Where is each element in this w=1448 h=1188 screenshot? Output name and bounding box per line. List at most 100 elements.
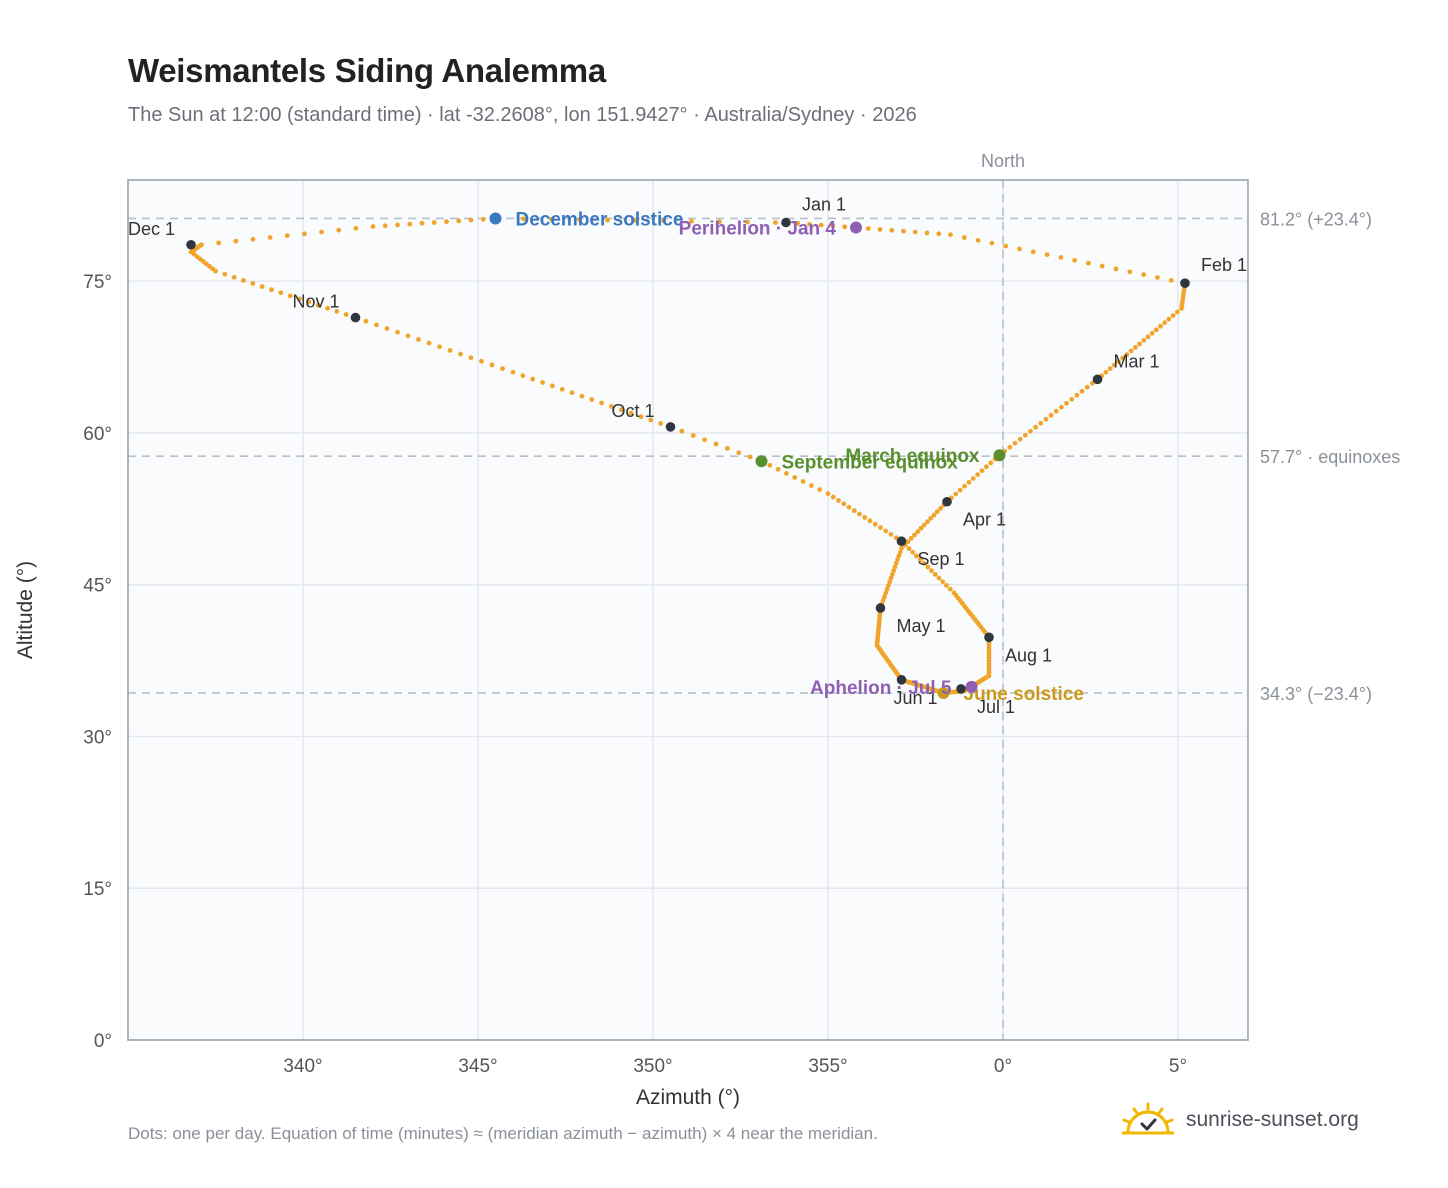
month-label: Feb 1 xyxy=(1201,255,1247,275)
daily-sun-dot xyxy=(407,221,413,227)
daily-sun-dot xyxy=(767,462,773,468)
daily-sun-dot xyxy=(382,223,388,229)
daily-sun-dot xyxy=(928,515,934,521)
daily-sun-dot xyxy=(456,218,462,224)
daily-sun-dot xyxy=(925,564,931,570)
daily-sun-dot xyxy=(549,383,555,389)
daily-sun-dot xyxy=(1107,366,1113,372)
daily-sun-dot xyxy=(921,522,927,528)
event-marker xyxy=(937,686,950,699)
daily-sun-dot xyxy=(1069,396,1075,402)
daily-sun-dot xyxy=(319,229,324,235)
daily-sun-dot xyxy=(896,553,902,559)
y-tick-label: 45° xyxy=(83,576,112,597)
daily-sun-dot xyxy=(599,400,604,406)
daily-sun-dot xyxy=(892,564,898,570)
daily-sun-dot xyxy=(800,479,806,484)
daily-sun-dot xyxy=(983,464,989,470)
daily-sun-dot xyxy=(1168,277,1174,283)
daily-sun-dot xyxy=(784,471,789,476)
daily-sun-dot xyxy=(343,312,349,317)
brand-logo[interactable]: sunrise-sunset.org xyxy=(1120,1102,1359,1138)
daily-sun-dot xyxy=(893,560,899,566)
daily-sun-dot xyxy=(989,240,995,246)
daily-sun-dot xyxy=(353,225,359,231)
daily-sun-dot xyxy=(897,549,903,555)
daily-sun-dot xyxy=(609,403,614,409)
daily-sun-dot xyxy=(661,218,666,224)
daily-sun-dot xyxy=(830,494,836,500)
daily-sun-dot xyxy=(468,217,474,223)
daily-sun-dot xyxy=(818,222,824,228)
daily-sun-dot xyxy=(929,568,934,574)
daily-sun-dot xyxy=(278,290,284,296)
daily-sun-dot xyxy=(872,521,878,527)
daily-sun-dot xyxy=(1141,337,1147,343)
daily-sun-dot xyxy=(857,511,862,517)
daily-sun-dot xyxy=(944,583,949,588)
daily-sun-dot xyxy=(370,224,376,229)
month-marker xyxy=(781,217,791,228)
daily-sun-dot xyxy=(1103,369,1109,375)
month-marker xyxy=(1180,278,1190,289)
daily-sun-dot xyxy=(841,501,847,507)
month-label: Dec 1 xyxy=(128,219,175,239)
daily-sun-dot xyxy=(912,532,917,538)
daily-sun-dot xyxy=(1064,400,1069,406)
daily-sun-dot xyxy=(745,219,750,225)
daily-sun-dot xyxy=(889,571,895,577)
daily-sun-dot xyxy=(1058,255,1064,260)
daily-sun-dot xyxy=(953,491,959,497)
daily-sun-dot xyxy=(479,358,484,364)
daily-sun-dot xyxy=(395,329,400,335)
daily-sun-dot xyxy=(1007,444,1013,450)
daily-sun-dot xyxy=(867,518,873,524)
daily-sun-dot xyxy=(1003,243,1009,249)
daily-sun-dot xyxy=(889,227,895,233)
daily-sun-dot xyxy=(1124,352,1130,357)
daily-sun-dot xyxy=(1086,260,1091,266)
event-label: Aphelion · Jul 5 xyxy=(810,678,952,699)
daily-sun-dot xyxy=(510,369,516,375)
y-tick-label: 0° xyxy=(94,1031,112,1052)
daily-sun-dot xyxy=(530,376,536,382)
daily-sun-dot xyxy=(1166,316,1172,322)
daily-sun-dot xyxy=(836,498,841,503)
daily-sun-dot xyxy=(579,393,585,399)
sun-check-icon xyxy=(1122,1102,1174,1135)
daily-sun-dot xyxy=(961,235,967,240)
daily-sun-dot xyxy=(1033,424,1039,430)
daily-sun-dot xyxy=(297,296,302,302)
daily-sun-dot xyxy=(724,445,730,451)
month-label: Jun 1 xyxy=(893,688,937,708)
daily-sun-dot xyxy=(979,468,985,474)
month-marker xyxy=(942,496,952,507)
daily-sun-dot xyxy=(419,220,425,226)
daily-sun-dot xyxy=(865,226,871,231)
daily-sun-dot xyxy=(334,308,340,314)
daily-sun-dot xyxy=(747,454,753,460)
daily-sun-dot xyxy=(1017,246,1022,252)
daily-sun-dot xyxy=(521,216,526,222)
daily-sun-dot xyxy=(931,512,937,518)
daily-sun-dot xyxy=(549,216,554,222)
daily-sun-dot xyxy=(222,271,228,277)
daily-sun-dot xyxy=(1079,388,1085,394)
daily-sun-dot xyxy=(808,483,814,488)
daily-sun-dot xyxy=(306,299,312,305)
daily-sun-dot xyxy=(899,545,904,551)
daily-sun-dot xyxy=(918,525,924,531)
daily-sun-dot xyxy=(925,519,930,525)
daily-sun-dot xyxy=(1162,320,1168,326)
x-tick-label: 0° xyxy=(994,1056,1012,1077)
event-label: Perihelion · Jan 4 xyxy=(679,219,837,240)
daily-sun-dot xyxy=(970,476,976,481)
daily-sun-dot xyxy=(302,231,307,237)
daily-sun-dot xyxy=(773,220,778,225)
daily-sun-dot xyxy=(374,322,379,328)
daily-sun-dot xyxy=(267,235,273,240)
daily-sun-dot xyxy=(966,479,972,485)
month-label: Aug 1 xyxy=(1005,645,1052,665)
month-label: Jul 1 xyxy=(977,697,1015,717)
